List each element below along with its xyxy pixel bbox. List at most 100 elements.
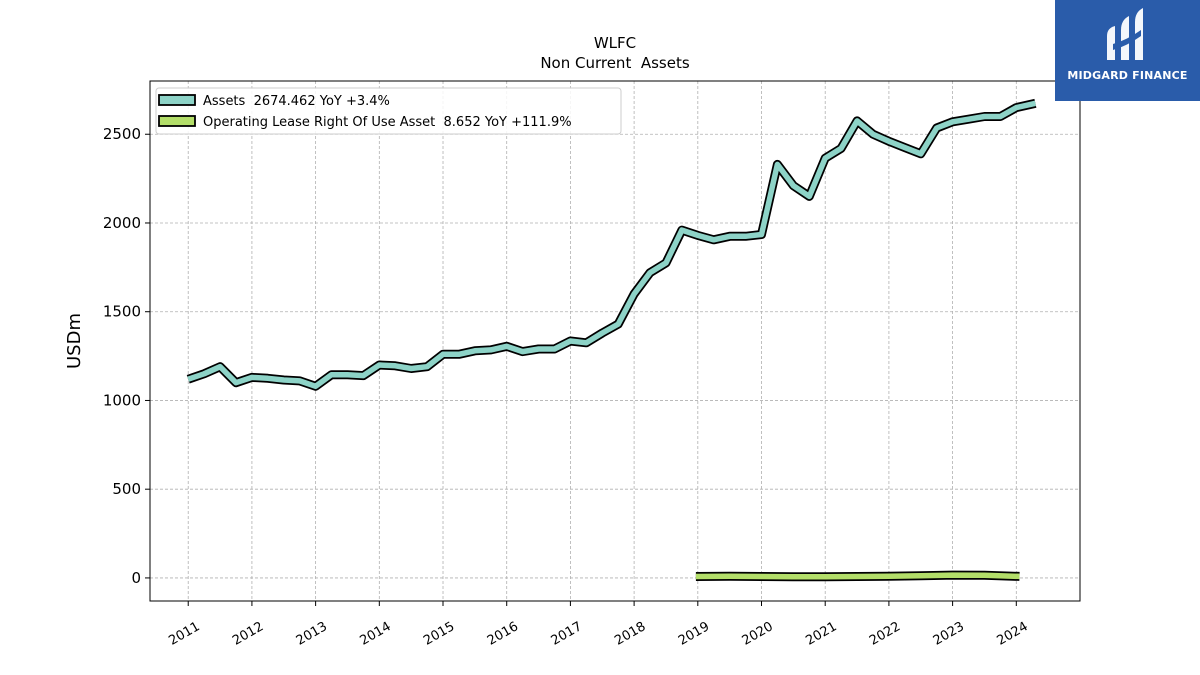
data-point-1 bbox=[729, 576, 730, 577]
data-point-0 bbox=[777, 164, 778, 165]
watermark-text: MIDGARD FINANCE bbox=[1067, 69, 1188, 82]
legend-swatch-operating-lease bbox=[158, 115, 196, 127]
x-tick-label: 2013 bbox=[294, 619, 330, 649]
grid bbox=[150, 81, 1080, 601]
data-point-0 bbox=[649, 272, 650, 273]
series-layer bbox=[186, 98, 1037, 582]
data-point-0 bbox=[220, 366, 221, 367]
y-tick-label: 1000 bbox=[103, 391, 141, 409]
data-point-1 bbox=[793, 576, 794, 577]
legend-swatch-assets bbox=[158, 94, 196, 106]
data-point-0 bbox=[825, 158, 826, 159]
data-point-0 bbox=[920, 153, 921, 154]
data-point-0 bbox=[1016, 107, 1017, 108]
data-point-0 bbox=[634, 293, 635, 294]
data-point-0 bbox=[984, 116, 985, 117]
x-tick-label: 2017 bbox=[549, 619, 585, 649]
data-point-0 bbox=[315, 386, 316, 387]
y-tick-label: 0 bbox=[131, 569, 141, 587]
data-point-0 bbox=[713, 239, 714, 240]
x-tick-label: 2016 bbox=[485, 619, 521, 649]
data-point-0 bbox=[952, 121, 953, 122]
data-point-0 bbox=[427, 366, 428, 367]
data-point-0 bbox=[251, 377, 252, 378]
data-point-0 bbox=[586, 342, 587, 343]
data-point-0 bbox=[188, 379, 189, 380]
data-point-0 bbox=[204, 373, 205, 374]
data-point-0 bbox=[968, 119, 969, 120]
y-tick-label: 2500 bbox=[103, 125, 141, 143]
data-point-0 bbox=[809, 196, 810, 197]
data-point-0 bbox=[363, 375, 364, 376]
data-point-0 bbox=[570, 340, 571, 341]
data-point-0 bbox=[442, 354, 443, 355]
data-point-0 bbox=[379, 364, 380, 365]
data-point-0 bbox=[283, 379, 284, 380]
data-point-0 bbox=[331, 374, 332, 375]
data-point-0 bbox=[761, 234, 762, 235]
data-point-0 bbox=[299, 380, 300, 381]
plot-frame bbox=[149, 80, 1081, 602]
chart-title: WLFC bbox=[594, 34, 636, 52]
data-point-1 bbox=[761, 576, 762, 577]
watermark-logo: MIDGARD FINANCE bbox=[1055, 0, 1200, 101]
x-tick-label: 2014 bbox=[357, 619, 393, 649]
data-point-0 bbox=[888, 141, 889, 142]
data-point-0 bbox=[347, 374, 348, 375]
data-point-0 bbox=[681, 230, 682, 231]
data-point-0 bbox=[474, 350, 475, 351]
data-point-1 bbox=[952, 575, 953, 576]
x-tick-label: 2024 bbox=[994, 619, 1030, 649]
x-tick-label: 2021 bbox=[803, 619, 839, 649]
data-point-0 bbox=[745, 236, 746, 237]
x-tick-label: 2015 bbox=[421, 619, 457, 649]
data-point-0 bbox=[904, 147, 905, 148]
data-point-0 bbox=[1000, 116, 1001, 117]
data-point-0 bbox=[872, 134, 873, 135]
x-axis: 2011 2012 2013 2014 2015 2016 2017 2018 2019 2020… bbox=[166, 601, 1031, 649]
y-axis-label: USDm bbox=[64, 313, 85, 369]
x-tick-label: 2012 bbox=[230, 619, 266, 649]
y-axis: 0 500 1000 1500 2000 2500 bbox=[103, 125, 150, 587]
data-point-1 bbox=[888, 576, 889, 577]
legend-label-assets: Assets 2674.462 YoY +3.4% bbox=[203, 94, 390, 109]
chart-subtitle: Non Current Assets bbox=[540, 54, 690, 72]
data-point-1 bbox=[920, 575, 921, 576]
data-point-0 bbox=[395, 365, 396, 366]
data-point-1 bbox=[825, 576, 826, 577]
data-point-0 bbox=[554, 348, 555, 349]
data-point-1 bbox=[857, 576, 858, 577]
y-tick-label: 2000 bbox=[103, 214, 141, 232]
data-point-0 bbox=[618, 324, 619, 325]
x-tick-label: 2019 bbox=[676, 619, 712, 649]
data-point-1 bbox=[1019, 576, 1020, 577]
y-tick-label: 500 bbox=[112, 480, 141, 498]
data-point-0 bbox=[1035, 103, 1036, 104]
x-tick-label: 2023 bbox=[931, 619, 967, 649]
data-point-0 bbox=[841, 148, 842, 149]
data-point-0 bbox=[602, 332, 603, 333]
data-point-0 bbox=[665, 262, 666, 263]
data-point-0 bbox=[538, 348, 539, 349]
data-point-0 bbox=[458, 354, 459, 355]
x-tick-label: 2011 bbox=[166, 619, 202, 649]
data-point-0 bbox=[490, 349, 491, 350]
data-point-0 bbox=[793, 185, 794, 186]
legend: Assets 2674.462 YoY +3.4% Operating Leas… bbox=[155, 87, 622, 135]
series-line-0 bbox=[187, 100, 1037, 390]
series-line-1 bbox=[695, 572, 1020, 580]
data-point-0 bbox=[267, 378, 268, 379]
legend-box bbox=[155, 87, 622, 135]
data-point-0 bbox=[411, 368, 412, 369]
data-point-0 bbox=[235, 382, 236, 383]
data-point-0 bbox=[729, 236, 730, 237]
data-point-0 bbox=[506, 346, 507, 347]
data-point-1 bbox=[984, 575, 985, 576]
logo-mark-icon bbox=[1107, 8, 1143, 60]
x-tick-label: 2018 bbox=[612, 619, 648, 649]
data-point-0 bbox=[697, 235, 698, 236]
x-tick-label: 2022 bbox=[867, 619, 903, 649]
legend-label-operating-lease: Operating Lease Right Of Use Asset 8.652… bbox=[203, 115, 572, 130]
x-tick-label: 2020 bbox=[740, 619, 776, 649]
